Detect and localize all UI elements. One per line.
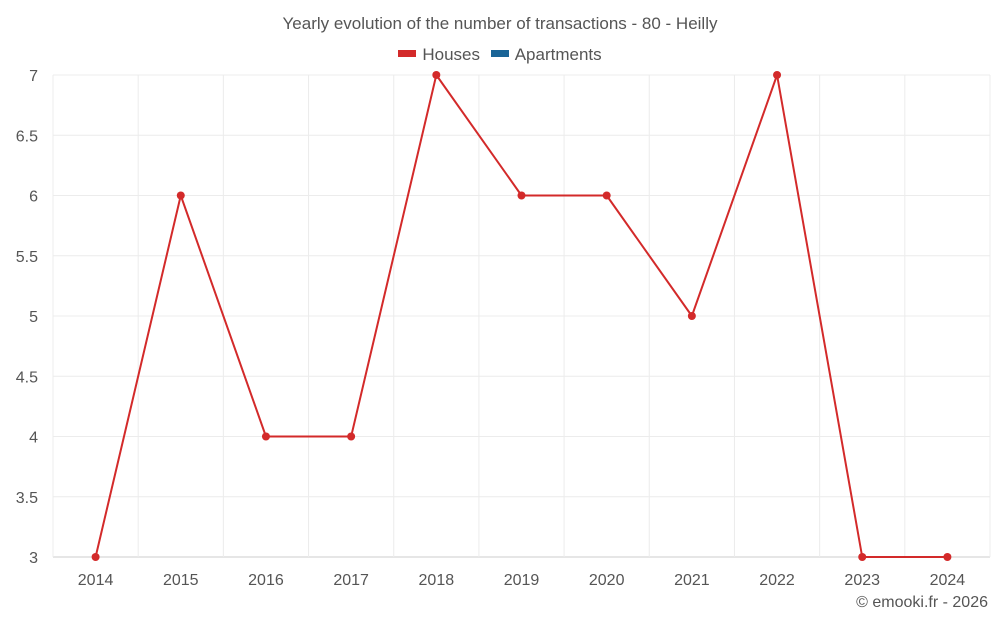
x-tick-label: 2017 (333, 572, 369, 589)
x-tick-label: 2019 (504, 572, 540, 589)
credit-text: © emooki.fr - 2026 (856, 594, 988, 611)
data-point-houses-2015[interactable] (176, 191, 185, 200)
x-tick-label: 2014 (78, 572, 114, 589)
y-tick-label: 6.5 (16, 128, 38, 145)
data-point-houses-2022[interactable] (773, 71, 782, 79)
legend-label-houses: Houses (422, 45, 480, 64)
legend: Houses Apartments (0, 45, 1000, 65)
y-tick-label: 7 (29, 68, 38, 85)
data-point-houses-2019[interactable] (517, 191, 526, 200)
y-tick-label: 3.5 (16, 490, 38, 507)
data-point-houses-2020[interactable] (602, 191, 611, 200)
data-point-houses-2014[interactable] (91, 553, 100, 561)
legend-label-apartments: Apartments (514, 45, 602, 64)
x-tick-label: 2023 (844, 572, 880, 589)
legend-swatch-houses (398, 50, 417, 58)
y-tick-label: 4.5 (16, 369, 38, 386)
x-tick-label: 2018 (419, 572, 455, 589)
x-tick-label: 2022 (759, 572, 795, 589)
data-point-houses-2017[interactable] (347, 432, 356, 441)
x-tick-label: 2020 (589, 572, 625, 589)
data-point-houses-2016[interactable] (261, 432, 270, 441)
legend-item-houses[interactable]: Houses (398, 45, 480, 65)
series-houses (91, 71, 952, 561)
chart-title: Yearly evolution of the number of transa… (282, 14, 718, 33)
x-tick-label: 2021 (674, 572, 710, 589)
legend-swatch-apartments (490, 50, 509, 58)
y-tick-label: 6 (29, 189, 38, 206)
y-tick-label: 5.5 (16, 249, 38, 266)
axes: 3 3.5 4 4.5 5 5.5 6 6.5 7 2014 2015 2016 2017 2018 201… (16, 68, 966, 589)
x-tick-label: 2016 (248, 572, 284, 589)
y-tick-label: 3 (29, 550, 38, 567)
data-point-houses-2021[interactable] (687, 312, 696, 320)
legend-item-apartments[interactable]: Apartments (490, 45, 602, 65)
y-tick-label: 4 (29, 430, 38, 447)
data-point-houses-2023[interactable] (858, 553, 867, 561)
data-point-houses-2024[interactable] (943, 553, 952, 561)
x-tick-label: 2024 (930, 572, 966, 589)
y-tick-label: 5 (29, 309, 38, 326)
grid (52, 74, 991, 558)
data-point-houses-2018[interactable] (432, 71, 441, 79)
x-tick-label: 2015 (163, 572, 199, 589)
